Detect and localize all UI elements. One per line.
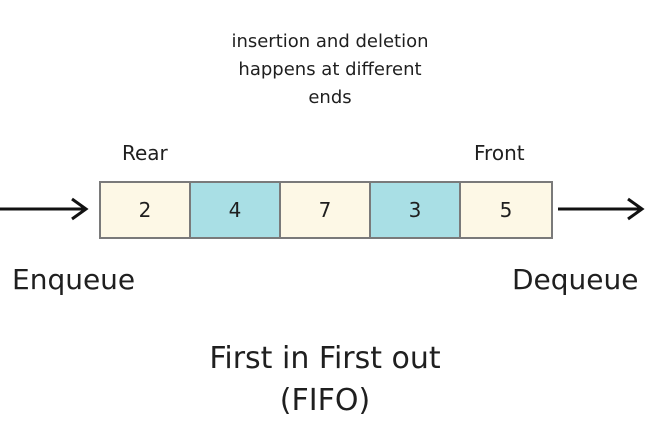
queue: 2 4 7 3 5 [99,181,553,239]
queue-cell-value: 4 [228,198,242,222]
queue-cell: 3 [371,183,461,237]
caption-line-2: (FIFO) [279,383,371,418]
queue-cell-value: 5 [499,198,513,222]
queue-cell: 2 [101,183,191,237]
front-label: Front [474,141,525,165]
rear-label: Rear [122,141,168,165]
caption-line-1: First in First out [209,341,441,376]
insertion-deletion-note: insertion and deletion happens at differ… [231,31,429,108]
queue-cell-value: 2 [138,198,152,222]
enqueue-arrow-icon [0,197,89,221]
dequeue-label: Dequeue [512,263,639,296]
queue-cell-value: 7 [318,198,332,222]
queue-cell-value: 3 [408,198,422,222]
fifo-caption: First in First out (FIFO) [125,338,525,422]
queue-cell: 4 [191,183,281,237]
dequeue-arrow-icon [558,197,645,221]
queue-cell: 5 [461,183,551,237]
queue-cell: 7 [281,183,371,237]
enqueue-label: Enqueue [12,263,136,296]
